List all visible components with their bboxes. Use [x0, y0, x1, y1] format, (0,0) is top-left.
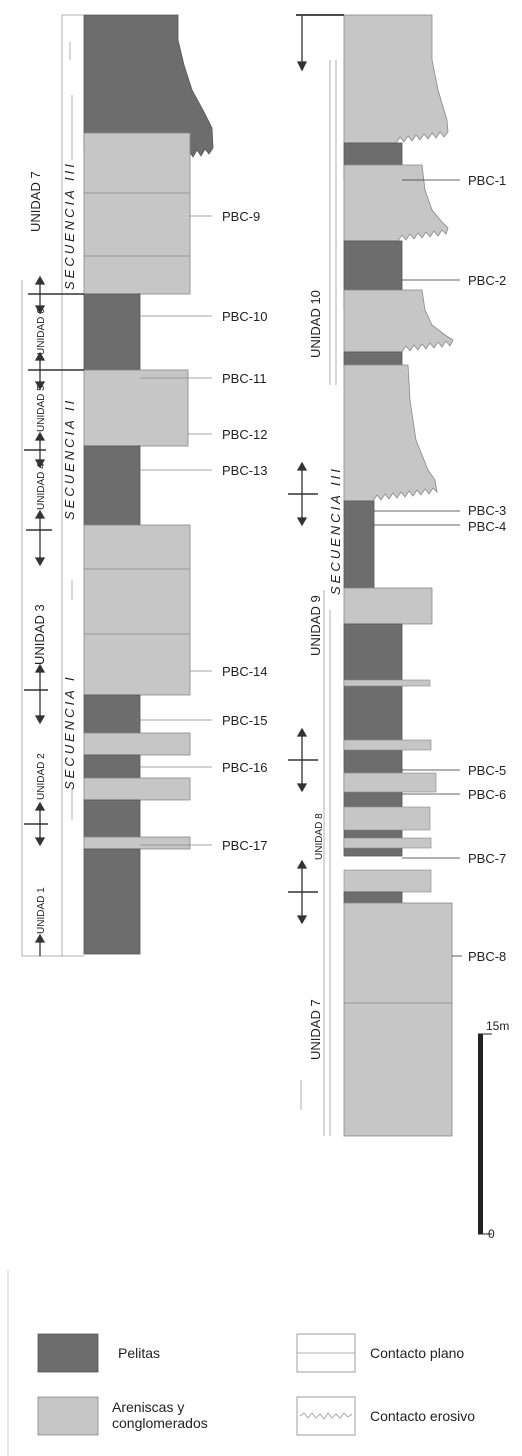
left-unit-6-label: UNIDAD 6	[36, 308, 47, 355]
sample-pbc-13: PBC-13	[222, 463, 268, 478]
left-bed-pelitas-2	[83, 293, 141, 371]
right-thin-sandstone-1	[343, 679, 431, 687]
left-bed-pelitas-4	[83, 694, 141, 734]
legend-label-areniscas-1: Areniscas y	[112, 1399, 184, 1415]
legend: Pelitas Areniscas y conglomerados Contac…	[37, 1333, 475, 1436]
legend-label-areniscas-2: conglomerados	[112, 1415, 208, 1431]
legend-label-erosivo: Contacto erosivo	[370, 1408, 475, 1424]
sample-pbc-2: PBC-2	[468, 273, 506, 288]
left-sequence-i-label: SECUENCIA I	[62, 674, 77, 790]
sample-pbc-15: PBC-15	[222, 713, 268, 728]
left-bed-sandstone-3	[83, 524, 191, 696]
sample-pbc-8: PBC-8	[468, 949, 506, 964]
left-bed-sandstone-2	[83, 369, 189, 447]
left-column: UNIDAD 7 UNIDAD 6 UNIDAD 5 UNIDAD 4 UNID…	[21, 14, 268, 957]
right-unit-10-label: UNIDAD 10	[308, 290, 323, 358]
sample-pbc-3: PBC-3	[468, 503, 506, 518]
sample-pbc-6: PBC-6	[468, 787, 506, 802]
right-bed-sandstone-4	[343, 364, 438, 502]
legend-label-pelitas: Pelitas	[118, 1345, 160, 1361]
left-unit-4-label: UNIDAD 4	[36, 463, 47, 510]
right-thin-sandstone-2	[343, 739, 432, 751]
legend-label-plano: Contacto plano	[370, 1345, 464, 1361]
left-unit-1-label: UNIDAD 1	[36, 887, 47, 934]
scale-bar: 15m 0	[478, 1019, 509, 1241]
left-sequence-ii-label: SECUENCIA II	[62, 398, 77, 520]
sample-pbc-16: PBC-16	[222, 760, 268, 775]
left-bed-pelitas-3	[83, 445, 141, 526]
right-column: UNIDAD 10 UNIDAD 9 UNIDAD 8 UNIDAD 7 SEC…	[288, 14, 509, 1241]
left-unit-5-label: UNIDAD 5	[36, 385, 47, 432]
scale-top-label: 15m	[486, 1019, 509, 1033]
right-unit-8-label: UNIDAD 8	[314, 813, 325, 860]
scale-bottom-label: 0	[488, 1227, 495, 1241]
right-thin-sandstone-4	[343, 806, 431, 831]
sample-pbc-10: PBC-10	[222, 309, 268, 324]
sample-pbc-17: PBC-17	[222, 838, 268, 853]
left-unit-3-label: UNIDAD 3	[32, 604, 47, 665]
legend-swatch-areniscas	[37, 1396, 99, 1436]
legend-swatch-pelitas	[37, 1333, 99, 1373]
sample-pbc-5: PBC-5	[468, 763, 506, 778]
right-thin-sandstone-6	[343, 869, 432, 893]
right-bed-sandstone-5	[343, 587, 433, 625]
right-bed-pelitas-4	[343, 500, 375, 589]
left-bed-sandstone-1	[83, 132, 191, 295]
sample-pbc-1: PBC-1	[468, 173, 506, 188]
sample-pbc-11: PBC-11	[222, 371, 267, 386]
left-bed-pelitas-6	[83, 799, 141, 838]
right-bed-pelitas-6	[343, 891, 403, 904]
left-bed-top-pelitas	[83, 14, 214, 158]
sample-pbc-14: PBC-14	[222, 664, 268, 679]
left-bed-sandstone-4	[83, 732, 191, 756]
right-bed-sandstone-3	[343, 289, 454, 353]
left-bed-pelitas-7	[83, 848, 141, 955]
right-bed-sandstone-6	[343, 902, 453, 1137]
left-unit-7-label: UNIDAD 7	[28, 171, 43, 232]
right-unit-9-label: UNIDAD 9	[308, 595, 323, 656]
right-bed-sandstone-1	[343, 14, 449, 144]
left-sequence-iii-label: SECUENCIA III	[62, 161, 77, 290]
right-thin-sandstone-5	[343, 837, 432, 849]
sample-pbc-9: PBC-9	[222, 209, 260, 224]
left-bed-sandstone-6	[83, 836, 191, 850]
sample-pbc-12: PBC-12	[222, 427, 268, 442]
left-bed-sandstone-5	[83, 777, 191, 801]
left-bed-pelitas-5	[83, 754, 141, 779]
right-sequence-iii-label: SECUENCIA III	[328, 466, 343, 595]
left-unit-2-label: UNIDAD 2	[36, 753, 47, 800]
right-bed-sandstone-2	[343, 164, 449, 242]
right-thin-sandstone-3	[343, 772, 437, 793]
sample-pbc-4: PBC-4	[468, 519, 506, 534]
right-unit-7-label: UNIDAD 7	[308, 999, 323, 1060]
sample-pbc-7: PBC-7	[468, 851, 506, 866]
